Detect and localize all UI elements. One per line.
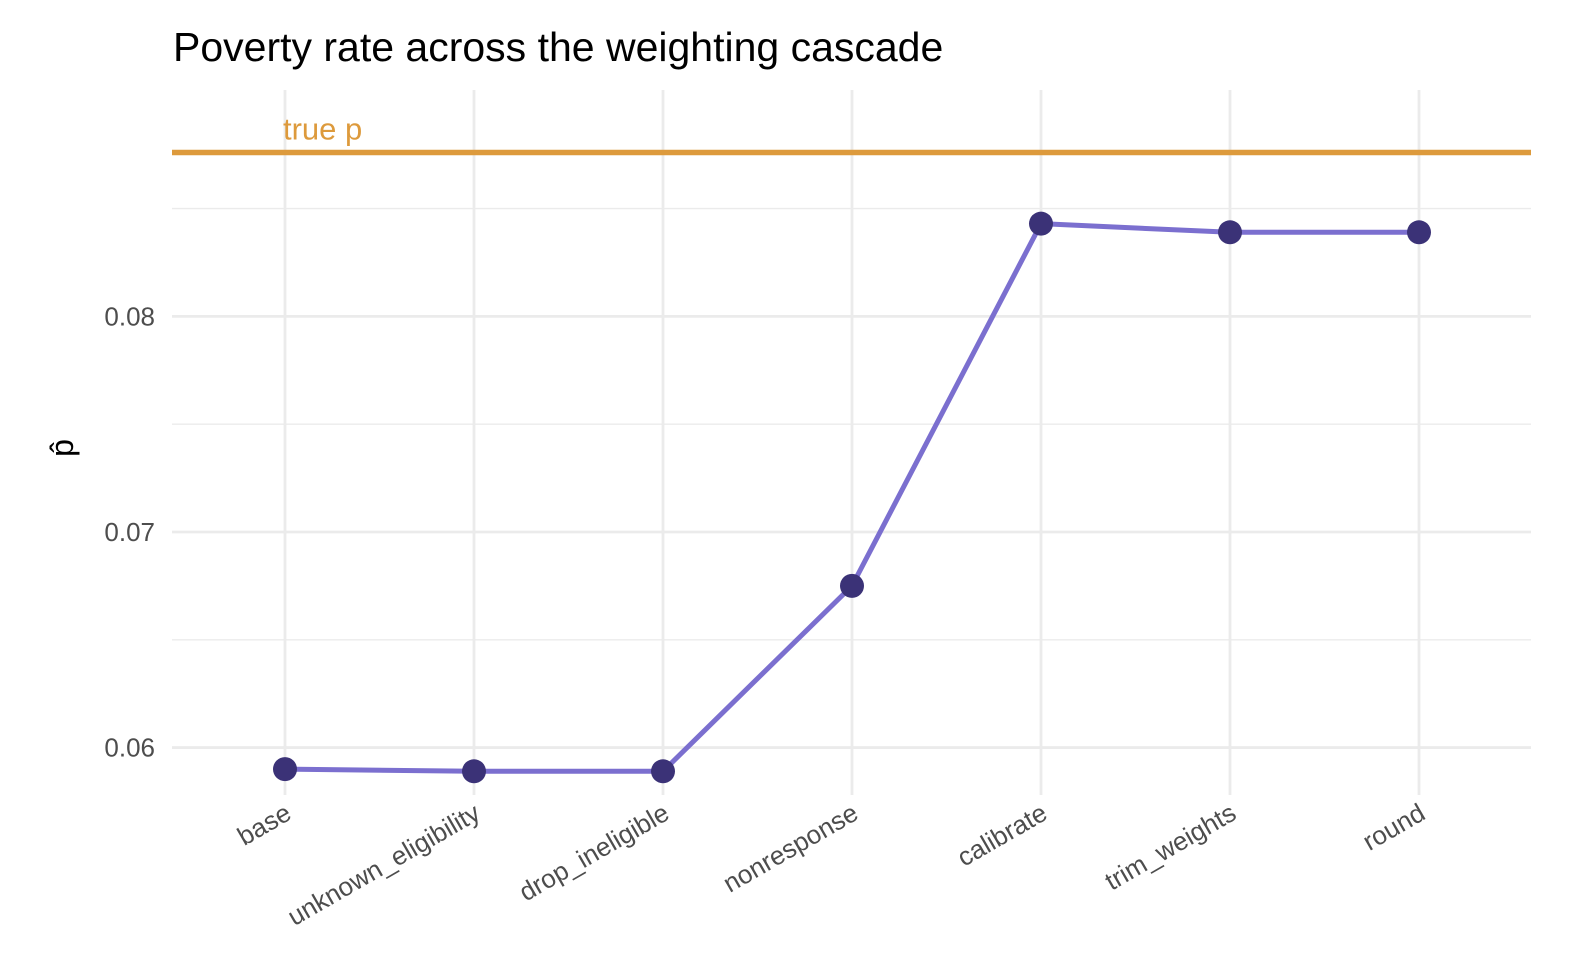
x-tick-label: unknown_eligibility <box>282 797 485 931</box>
x-tick-label: calibrate <box>952 797 1052 872</box>
points-layer <box>273 211 1431 784</box>
data-point <box>651 759 675 784</box>
data-point <box>1029 211 1053 236</box>
data-point <box>1218 220 1242 245</box>
y-axis-ticks: 0.06 0.07 0.08 <box>104 301 155 762</box>
reference-line-label: true p <box>283 112 362 147</box>
x-tick-label: drop_ineligible <box>514 797 674 907</box>
x-tick-label: trim_weights <box>1100 797 1241 896</box>
reference-layer: true p <box>172 112 1531 156</box>
x-tick-label: nonresponse <box>718 797 863 898</box>
data-point <box>462 759 486 784</box>
y-tick-label: 0.08 <box>104 301 155 331</box>
x-tick-label: round <box>1357 797 1430 856</box>
y-tick-label: 0.06 <box>104 733 155 763</box>
data-point <box>1407 220 1431 245</box>
y-axis-title: p̂ <box>44 439 80 457</box>
grid-vertical <box>283 90 1421 795</box>
data-point <box>273 757 297 782</box>
y-tick-label: 0.07 <box>104 517 155 547</box>
x-tick-label: base <box>232 797 296 851</box>
data-point <box>840 573 864 598</box>
chart-title: Poverty rate across the weighting cascad… <box>173 24 943 70</box>
